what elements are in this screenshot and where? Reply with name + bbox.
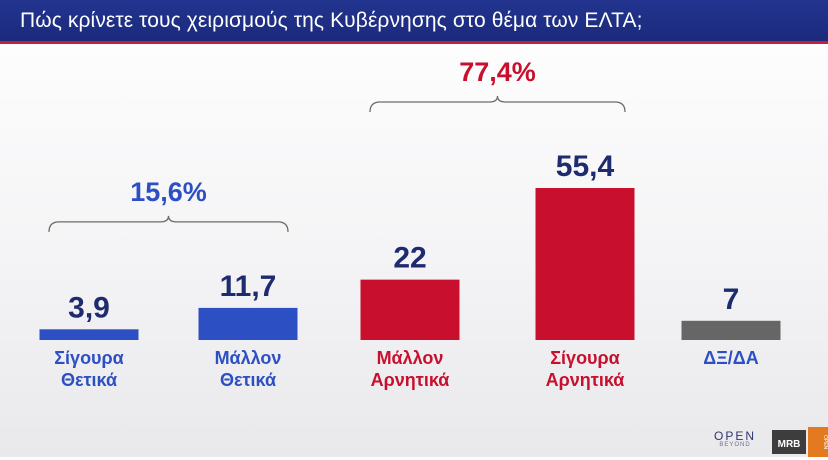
category-label-1-line-1: Σίγουρα [54, 348, 124, 368]
mrb-logo: MRB [772, 430, 806, 454]
category-label-3-line-1: Μάλλον [377, 348, 444, 368]
bar-value-label-4: 55,4 [556, 150, 615, 183]
title-bar: Πώς κρίνετε τους χειρισμούς της Κυβέρνησ… [0, 0, 828, 44]
open-logo-text: OPEN [713, 429, 756, 443]
category-label-2-line-1: Μάλλον [215, 348, 282, 368]
bar-value-label-3: 22 [393, 242, 426, 275]
bar-value-label-1: 3,9 [68, 291, 110, 324]
bar-1 [39, 329, 139, 340]
category-label-2-line-2: Θετικά [220, 370, 276, 390]
group-total-label-2: 77,4% [459, 57, 536, 87]
category-label-5-line-1: ΔΞ/ΔΑ [703, 348, 758, 368]
bar-value-label-5: 7 [723, 283, 740, 316]
bar-value-label-2: 11,7 [220, 270, 277, 303]
category-label-4-line-1: Σίγουρα [550, 348, 620, 368]
open-logo: OPEN BEYOND [708, 429, 762, 453]
chart-title: Πώς κρίνετε τους χειρισμούς της Κυβέρνησ… [20, 9, 643, 32]
corner-tab: OPEN [808, 427, 828, 457]
bar-5 [681, 320, 781, 340]
bar-3 [360, 279, 460, 340]
group-bracket-2 [369, 95, 626, 113]
bar-4 [535, 188, 635, 340]
category-label-1-line-2: Θετικά [61, 370, 117, 390]
category-label-4-line-2: Αρνητικά [546, 370, 625, 390]
bar-2 [198, 307, 298, 340]
open-logo-tagline: BEYOND [719, 442, 751, 448]
branding: OPEN BEYOND MRB OPEN [708, 427, 828, 457]
category-label-3-line-2: Αρνητικά [371, 370, 450, 390]
group-bracket-1 [48, 215, 289, 232]
group-total-label-1: 15,6% [130, 177, 207, 207]
